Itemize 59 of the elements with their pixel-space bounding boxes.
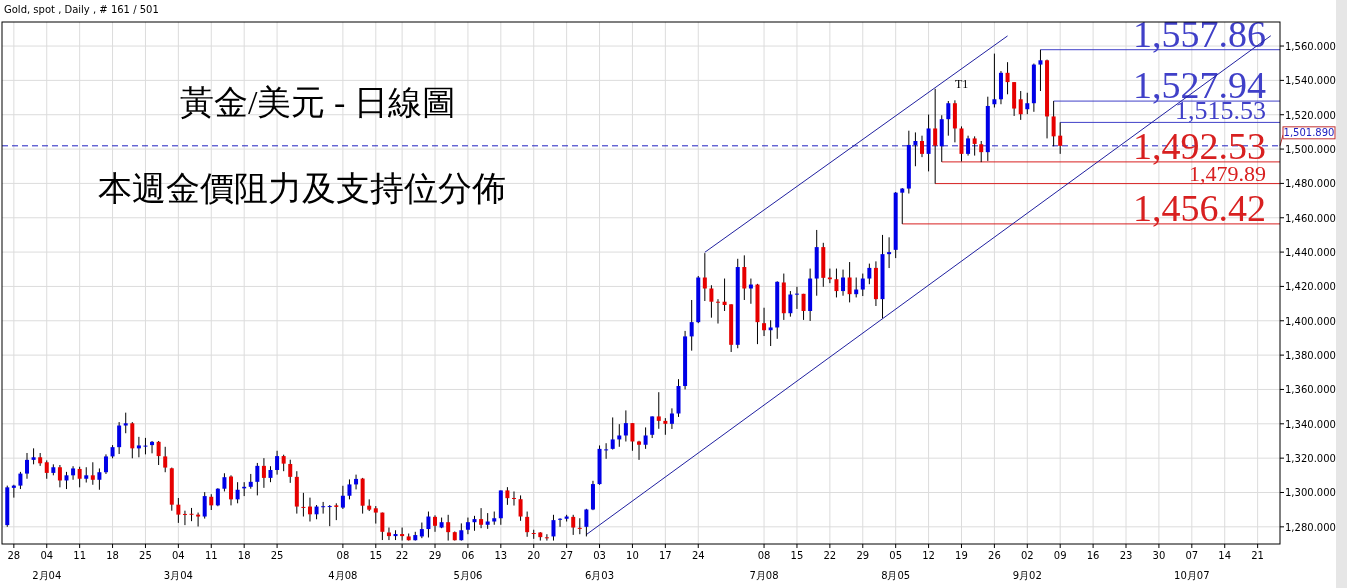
y-tick-label: 1,420.000 xyxy=(1285,281,1336,293)
x-tick-label: 05 8月05 xyxy=(881,550,911,581)
y-tick-label: 1,400.000 xyxy=(1285,315,1336,327)
x-tick-label: 04 2月04 xyxy=(32,550,62,581)
x-tick-label: 25 xyxy=(270,550,284,561)
x-tick-label: 08 7月08 xyxy=(749,550,779,581)
x-tick-label: 26 xyxy=(988,550,1001,561)
y-tick-label: 1,280.000 xyxy=(1285,521,1336,533)
x-tick-label: 11 xyxy=(204,550,218,561)
y-tick-label: 1,300.000 xyxy=(1285,487,1336,499)
y-tick-label: 1,560.000 xyxy=(1285,41,1336,53)
x-tick-label: 19 xyxy=(955,550,968,561)
x-tick-label: 09 xyxy=(1053,550,1067,561)
x-tick-label: 25 xyxy=(139,550,152,561)
x-tick-label: 20 xyxy=(527,550,541,561)
x-tick-label: 21 xyxy=(1251,550,1264,561)
y-tick-label: 1,500.000 xyxy=(1285,144,1336,156)
x-tick-label: 14 xyxy=(1218,550,1232,561)
y-tick-label: 1,360.000 xyxy=(1285,384,1336,396)
y-tick-label: 1,340.000 xyxy=(1285,418,1336,430)
y-tick-label: 1,320.000 xyxy=(1285,453,1336,465)
x-tick-label: 15 xyxy=(790,550,804,561)
annotation: 黃金/美元 - 日線圖 xyxy=(180,84,456,121)
x-tick-label: 03 6月03 xyxy=(584,550,615,581)
x-tick-label: 22 xyxy=(395,550,409,561)
x-tick-label: 28 xyxy=(7,550,21,561)
x-tick-label: 06 5月06 xyxy=(453,550,483,581)
y-tick-label: 1,520.000 xyxy=(1285,109,1336,121)
ref-line-label: 1,501.890 xyxy=(1283,127,1335,139)
annotation: T1 xyxy=(955,77,969,91)
x-tick-label: 18 xyxy=(106,550,119,561)
x-tick-label: 29 xyxy=(428,550,442,561)
x-tick-label: 29 xyxy=(856,550,870,561)
x-tick-label: 30 xyxy=(1152,550,1166,561)
x-tick-label: 18 xyxy=(237,550,251,561)
x-tick-label: 15 xyxy=(369,550,383,561)
x-tick-label: 13 xyxy=(494,550,508,561)
x-tick-label: 17 xyxy=(658,550,672,561)
chart-title: Gold, spot , Daily , # 161 / 501 xyxy=(4,4,159,15)
y-tick-label: 1,380.000 xyxy=(1285,350,1336,362)
ref-line-label: 1,456.42 xyxy=(1133,186,1266,229)
x-tick-label: 02 9月02 xyxy=(1012,550,1042,581)
annotation: 本週金價阻力及支持位分佈 xyxy=(98,170,506,207)
x-tick-label: 27 xyxy=(560,550,573,561)
ref-line-label: 1,557.86 xyxy=(1133,12,1266,55)
x-tick-label: 23 xyxy=(1119,550,1133,561)
x-tick-label: 22 xyxy=(823,550,837,561)
x-tick-label: 10 xyxy=(626,550,639,561)
y-tick-label: 1,480.000 xyxy=(1285,178,1336,190)
y-tick-label: 1,460.000 xyxy=(1285,212,1336,224)
x-tick-label: 12 xyxy=(922,550,935,561)
x-tick-label: 11 xyxy=(73,550,87,561)
y-tick-label: 1,440.000 xyxy=(1285,247,1336,259)
x-tick-label: 04 3月04 xyxy=(163,550,193,581)
y-tick-label: 1,540.000 xyxy=(1285,75,1336,87)
x-tick-label: 08 4月08 xyxy=(328,550,358,581)
x-tick-label: 16 xyxy=(1086,550,1100,561)
x-tick-label: 24 xyxy=(691,550,705,561)
x-tick-label: 07 10月07 xyxy=(1174,550,1210,581)
